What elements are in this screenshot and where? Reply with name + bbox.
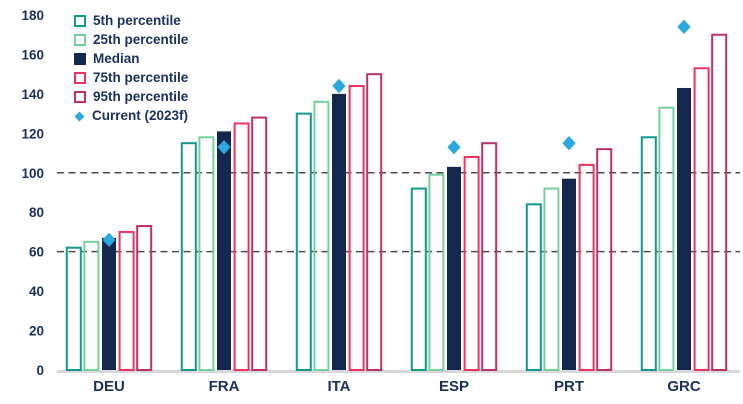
bar-grc-25th-percentile: [658, 106, 675, 372]
bar-deu-25th-percentile: [83, 240, 100, 371]
bar-deu-95th-percentile: [136, 225, 153, 371]
bar-fra-median: [217, 131, 231, 370]
y-axis-tick-label: 120: [21, 126, 44, 141]
bar-deu-75th-percentile: [118, 230, 135, 371]
legend-swatch-75th-percentile-icon: [74, 72, 86, 84]
bar-grc-75th-percentile: [693, 67, 710, 372]
legend-label-median: Median: [93, 51, 140, 66]
current-marker-diamond-icon-deu: [102, 232, 116, 248]
bar-esp-25th-percentile: [428, 173, 445, 371]
y-axis-tick-label: 20: [29, 324, 44, 339]
bar-grc-95th-percentile: [711, 33, 728, 371]
bar-prt-5th-percentile: [525, 203, 542, 371]
current-marker-diamond-icon-fra: [217, 139, 231, 155]
bar-prt-75th-percentile: [578, 163, 595, 371]
bar-ita-95th-percentile: [366, 73, 383, 371]
y-axis-tick-label: 80: [29, 205, 44, 220]
y-axis-tick-label: 180: [21, 8, 44, 23]
current-marker-diamond-icon-esp: [447, 139, 461, 155]
legend-swatch-95th-percentile-icon: [74, 91, 86, 103]
legend-item-95th-percentile: 95th percentile: [74, 89, 188, 105]
bar-grc-median: [677, 87, 691, 370]
y-axis-tick-label: 40: [29, 284, 44, 299]
legend-current-diamond-icon: [74, 111, 85, 121]
legend-item-25th-percentile: 25th percentile: [74, 32, 188, 48]
bar-ita-25th-percentile: [313, 100, 330, 372]
x-axis-category-label: ESP: [439, 378, 469, 395]
current-marker-diamond-icon-grc: [677, 19, 691, 35]
bar-ita-5th-percentile: [295, 112, 312, 371]
bar-ita-75th-percentile: [348, 85, 365, 371]
bar-fra-75th-percentile: [233, 122, 250, 371]
legend-label-5th-percentile: 5th percentile: [93, 13, 181, 28]
bar-deu-5th-percentile: [65, 246, 82, 371]
x-axis-category-label: PRT: [554, 378, 584, 395]
bar-prt-25th-percentile: [543, 187, 560, 371]
bar-prt-95th-percentile: [596, 148, 613, 371]
y-axis-tick-label: 100: [21, 166, 44, 181]
bar-prt-median: [562, 178, 576, 370]
y-axis-tick-label: 160: [21, 47, 44, 62]
bar-fra-25th-percentile: [198, 136, 215, 371]
legend-swatch-median-icon: [74, 53, 86, 65]
x-axis-category-label: FRA: [209, 378, 240, 395]
bar-deu-median: [102, 237, 116, 370]
y-axis-tick-label: 0: [36, 363, 44, 378]
bar-esp-75th-percentile: [463, 156, 480, 371]
y-axis-tick-label: 140: [21, 87, 44, 102]
legend-item-median: Median: [74, 51, 188, 67]
legend-label-75th-percentile: 75th percentile: [93, 70, 189, 85]
legend-swatch-5th-percentile-icon: [74, 15, 86, 27]
bar-grc-5th-percentile: [640, 136, 657, 371]
legend-item-75th-percentile: 75th percentile: [74, 70, 188, 86]
bar-fra-5th-percentile: [180, 142, 197, 371]
legend-label-95th-percentile: 95th percentile: [93, 89, 189, 104]
chart-legend: 5th percentile 25th percentile Median 75…: [74, 13, 188, 124]
x-axis-category-label: ITA: [327, 378, 350, 395]
current-marker-diamond-icon-ita: [332, 78, 346, 94]
bar-ita-median: [332, 93, 346, 370]
x-axis-category-label: DEU: [93, 378, 125, 395]
legend-label-current-2023f: Current (2023f): [92, 108, 189, 123]
bar-esp-95th-percentile: [481, 142, 498, 371]
legend-item-current-2023f: Current (2023f): [74, 108, 188, 124]
y-axis-tick-label: 60: [29, 245, 44, 260]
bar-fra-95th-percentile: [251, 116, 268, 372]
bar-esp-median: [447, 166, 461, 370]
legend-swatch-25th-percentile-icon: [74, 34, 86, 46]
current-marker-diamond-icon-prt: [562, 135, 576, 151]
bar-esp-5th-percentile: [410, 187, 427, 371]
legend-label-25th-percentile: 25th percentile: [93, 32, 189, 47]
x-axis-category-label: GRC: [667, 378, 701, 395]
legend-item-5th-percentile: 5th percentile: [74, 13, 188, 29]
